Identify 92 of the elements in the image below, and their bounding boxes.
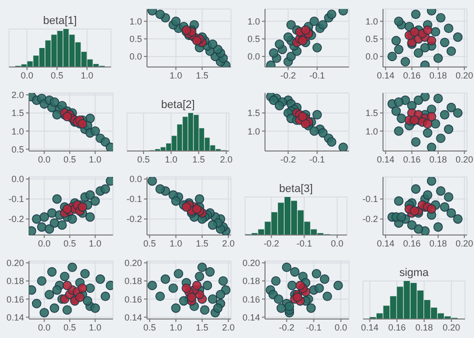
x-tick-label: -0.1 (309, 70, 325, 80)
x-tick-label: 0.0 (38, 238, 51, 248)
x-tick-label: 0.5 (143, 322, 156, 332)
x-tick-label: 0.0 (20, 70, 34, 80)
x-tick-label: -0.1 (309, 154, 325, 164)
y-tick-label: 0.16 (242, 294, 260, 304)
chart-title: beta[2] (160, 98, 196, 111)
x-tick-label: 0.14 (376, 238, 394, 248)
y-tick-label: 0.5 (247, 34, 260, 44)
x-tick-label: 1.0 (80, 70, 94, 80)
y-tick-label: 1.5 (365, 108, 378, 118)
x-tick-label: 1.5 (192, 154, 205, 164)
x-tick-label: 0.5 (63, 238, 76, 248)
y-tick-label: 1.0 (247, 16, 260, 26)
y-tick-label: -0.1 (362, 194, 378, 204)
y-tick-label: -0.2 (126, 214, 142, 224)
x-tick-label: 1.0 (170, 322, 182, 332)
x-tick-label: 1.0 (88, 238, 102, 248)
x-tick-label: 0.0 (330, 238, 344, 248)
x-tick-label: 0.5 (63, 322, 76, 332)
x-tick-label: 2.0 (222, 238, 235, 248)
y-tick-label: 0.18 (242, 276, 260, 286)
y-tick-label: 0.14 (242, 312, 260, 322)
y-tick-label: 0.20 (124, 258, 142, 268)
y-tick-label: 0.0 (129, 52, 142, 62)
y-tick-label: 1.0 (129, 16, 142, 26)
x-tick-label: -0.2 (264, 238, 280, 248)
x-tick-label: 0.20 (442, 322, 460, 332)
y-tick-label: 0.20 (6, 258, 24, 268)
chart-title: beta[3] (278, 182, 314, 195)
y-tick-label: 1.5 (247, 108, 260, 118)
chart-title: beta[1] (42, 14, 78, 27)
y-tick-label: 0.18 (6, 276, 24, 286)
chart-title: sigma (398, 266, 430, 279)
x-tick-label: 0.14 (376, 70, 394, 80)
y-tick-label: 0.0 (247, 52, 260, 62)
x-tick-label: 0.5 (50, 70, 64, 80)
y-tick-label: 0.0 (129, 174, 142, 184)
x-tick-label: 0.18 (429, 70, 447, 80)
x-tick-label: 1.5 (196, 322, 208, 332)
x-tick-label: 1.5 (196, 70, 208, 80)
x-tick-label: 0.18 (429, 238, 447, 248)
x-tick-label: 2.0 (222, 322, 235, 332)
x-tick-label: 0.18 (429, 154, 447, 164)
y-tick-label: 0.5 (129, 34, 142, 44)
x-tick-label: -0.1 (306, 322, 322, 332)
y-tick-label: 0.18 (124, 276, 142, 286)
x-tick-label: -0.2 (278, 322, 294, 332)
x-tick-label: 0.20 (456, 238, 474, 248)
x-tick-label: 0.16 (388, 322, 406, 332)
x-tick-label: 0.0 (334, 322, 348, 332)
x-tick-label: 2.0 (220, 154, 232, 164)
x-tick-label: -0.2 (280, 70, 296, 80)
y-tick-label: -0.1 (126, 194, 142, 204)
y-tick-label: 0.5 (365, 34, 378, 44)
y-tick-label: -0.2 (362, 214, 378, 224)
y-tick-label: 1.0 (365, 16, 378, 26)
y-tick-label: 0.5 (11, 144, 24, 154)
x-tick-label: 1.5 (196, 238, 208, 248)
x-tick-label: 0.5 (143, 238, 156, 248)
x-tick-label: 0.0 (38, 322, 51, 332)
y-tick-label: 0.16 (124, 294, 142, 304)
x-tick-label: -0.2 (280, 154, 296, 164)
y-tick-label: 0.0 (11, 174, 24, 184)
x-tick-label: 1.0 (88, 154, 102, 164)
y-tick-label: 2.0 (11, 90, 24, 100)
x-tick-label: 0.16 (403, 238, 421, 248)
x-tick-label: 1.0 (164, 154, 178, 164)
x-tick-label: 0.5 (63, 154, 76, 164)
x-tick-label: -0.1 (296, 238, 312, 248)
y-tick-label: 1.0 (247, 126, 260, 136)
y-tick-label: 0.14 (124, 312, 142, 322)
x-tick-label: 0.0 (38, 154, 51, 164)
y-tick-label: -0.1 (8, 194, 24, 204)
y-tick-label: 0.14 (6, 312, 24, 322)
x-tick-label: 0.20 (456, 154, 474, 164)
y-tick-label: -0.2 (8, 214, 24, 224)
x-tick-label: 0.16 (403, 154, 421, 164)
y-tick-label: 1.0 (11, 126, 24, 136)
y-tick-label: 0.20 (242, 258, 260, 268)
y-tick-label: 1.0 (365, 126, 378, 136)
y-tick-label: 0.16 (6, 294, 24, 304)
x-tick-label: 0.16 (403, 70, 421, 80)
x-tick-label: 0.14 (376, 154, 394, 164)
x-tick-label: 1.0 (88, 322, 102, 332)
x-tick-label: 0.18 (415, 322, 433, 332)
y-tick-label: 1.5 (11, 108, 24, 118)
y-tick-label: 0.0 (365, 52, 378, 62)
x-tick-label: 1.0 (170, 70, 182, 80)
x-tick-label: 1.0 (170, 238, 182, 248)
x-tick-label: 0.20 (456, 70, 474, 80)
x-tick-label: 0.5 (137, 154, 150, 164)
